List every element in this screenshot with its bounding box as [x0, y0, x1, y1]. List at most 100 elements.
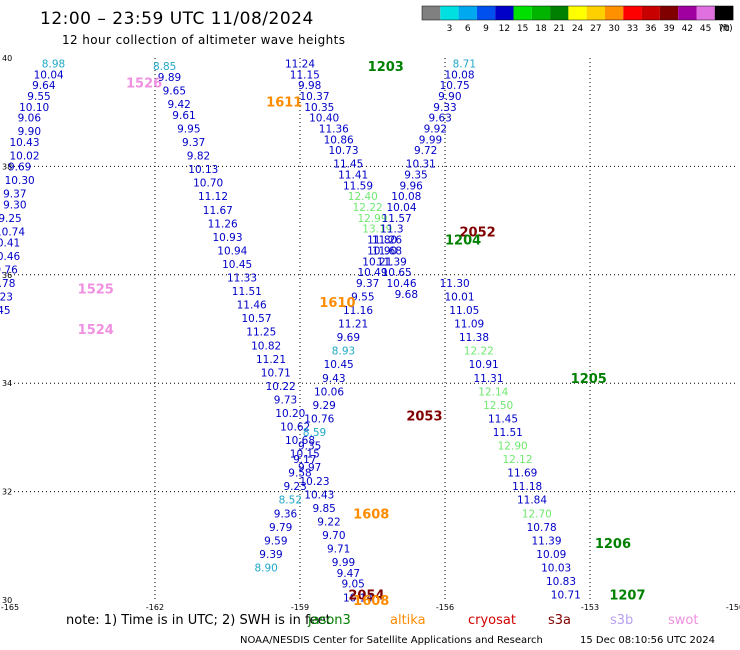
wave-height-value: 9.25 [0, 213, 22, 225]
pass-number: 1608 [353, 507, 389, 522]
wave-height-value: 10.71 [551, 590, 581, 602]
latitude-label: 34 [2, 379, 12, 388]
track-s3a-2052-2054: 8.7110.0810.759.909.339.639.929.999.7210… [254, 58, 476, 574]
wave-height-value: 9.92 [424, 123, 447, 135]
wave-height-value: 9.58 [288, 468, 311, 480]
wave-height-value: 12.22 [464, 346, 494, 358]
wave-height-value: 9.05 [341, 579, 364, 591]
wave-height-value: 10.15 [290, 449, 320, 461]
wave-height-value: 8.52 [279, 495, 302, 507]
wave-height-value: 10.04 [34, 69, 64, 81]
wave-height-value: 10.83 [546, 576, 576, 588]
wave-height-value: 9.68 [395, 289, 418, 301]
wave-height-value: 10.74 [0, 226, 25, 238]
wave-height-value: 10.06 [314, 386, 344, 398]
wave-height-value: 10.45 [0, 305, 11, 317]
wave-height-value: 11.31 [473, 373, 503, 385]
wave-height-value: 10.71 [261, 367, 291, 379]
wave-height-value: 11.45 [333, 159, 363, 171]
pass-number: 1524 [78, 323, 114, 338]
wave-height-value: 10.78 [527, 522, 557, 534]
wave-height-value: 10.20 [275, 408, 305, 420]
legend-label: 36 [645, 24, 657, 34]
map-subtitle: 12 hour collection of altimeter wave hei… [62, 33, 345, 47]
pass-number: 1207 [609, 589, 645, 604]
wave-height-value: 11.36 [319, 123, 349, 135]
wave-height-value: 9.37 [356, 278, 379, 290]
legend-label: 30 [608, 24, 620, 34]
pass-number: 1203 [368, 60, 404, 75]
satellite-name: altika [390, 613, 426, 628]
wave-height-value: 10.08 [444, 69, 474, 81]
wave-height-value: 10.03 [541, 562, 571, 574]
wave-height-value: 11.51 [232, 286, 262, 298]
legend-label: 70 [718, 24, 730, 34]
longitude-label: -162 [146, 603, 164, 612]
satellite-name: swot [668, 613, 698, 628]
legend-swatch [513, 6, 532, 20]
legend-swatch [440, 6, 459, 20]
wave-height-value: 10.45 [222, 259, 252, 271]
wave-height-value: 9.06 [18, 113, 42, 125]
wave-height-value: 10.41 [0, 237, 20, 249]
color-legend: 3 6 9 12 15 18 21 24 27 30 33 36 39 42 45 70(ft) [421, 5, 734, 34]
wave-height-value: 11.26 [372, 235, 402, 247]
latitude-label: 36 [2, 271, 12, 280]
wave-height-value: 10.76 [0, 264, 18, 276]
legend-label: 18 [535, 24, 547, 34]
legend-swatch [678, 6, 697, 20]
map-title: 12:00 – 23:59 UTC 11/08/2024 [40, 9, 314, 29]
wave-height-value: 10.93 [212, 232, 242, 244]
wave-height-value: 9.90 [18, 126, 41, 138]
wave-height-value: 10.23 [299, 476, 329, 488]
legend-label: 6 [465, 24, 471, 34]
wave-height-value: 10.37 [299, 91, 329, 103]
latitude-label: 30 [2, 596, 12, 605]
wave-height-value: 12.50 [483, 400, 513, 412]
latitude-label: 32 [2, 488, 12, 497]
legend-swatch [586, 6, 605, 20]
wave-height-value: 11.30 [440, 278, 470, 290]
wave-height-value: 9.90 [438, 91, 461, 103]
wave-height-value: 10.75 [440, 80, 470, 92]
wave-height-value: 11.68 [372, 245, 402, 257]
legend-label: 15 [517, 24, 528, 34]
pass-number: 2052 [460, 225, 496, 240]
wave-height-value: 9.37 [3, 189, 26, 201]
wave-height-value: 13.19 [362, 224, 392, 236]
wave-height-value: 11.78 [0, 278, 15, 290]
wave-height-value: 11.39 [531, 535, 561, 547]
wave-height-value: 8.71 [453, 58, 476, 70]
legend-label: 9 [483, 24, 489, 34]
wave-height-value: 11.33 [227, 273, 257, 285]
pass-number: 1610 [319, 296, 355, 311]
track-jason-1203-1204: 11.2411.159.9810.3710.3510.4011.3610.861… [285, 58, 418, 300]
footer-credit: NOAA/NESDIS Center for Satellite Applica… [240, 635, 543, 646]
wave-height-value: 9.61 [172, 110, 195, 122]
wave-height-value: 11.45 [488, 413, 518, 425]
wave-height-value: 10.65 [382, 267, 412, 279]
legend-swatch [659, 6, 679, 20]
wave-height-value: 10.14 [343, 592, 373, 604]
wave-height-value: 11.21 [338, 319, 368, 331]
wave-height-value: 10.13 [188, 164, 218, 176]
wave-height-value: 9.64 [32, 80, 56, 92]
pass-number: 2054 [348, 589, 384, 604]
wave-height-value: 10.31 [406, 159, 436, 171]
wave-height-value: 9.65 [163, 86, 186, 98]
wave-height-value: 10.10 [19, 102, 49, 114]
legend-swatch [696, 6, 715, 20]
legend-label: 12 [499, 24, 510, 34]
wave-height-value: 10.62 [280, 422, 310, 434]
wave-height-value: 9.29 [312, 400, 335, 412]
wave-height-value: 9.73 [274, 394, 297, 406]
satellite-name: s3b [610, 613, 633, 628]
legend-swatch [550, 6, 569, 20]
wave-height-value: 9.71 [327, 544, 350, 556]
wave-height-value: 11.23 [0, 291, 13, 303]
longitude-label: -165 [1, 603, 19, 612]
legend-label: 24 [572, 24, 584, 34]
